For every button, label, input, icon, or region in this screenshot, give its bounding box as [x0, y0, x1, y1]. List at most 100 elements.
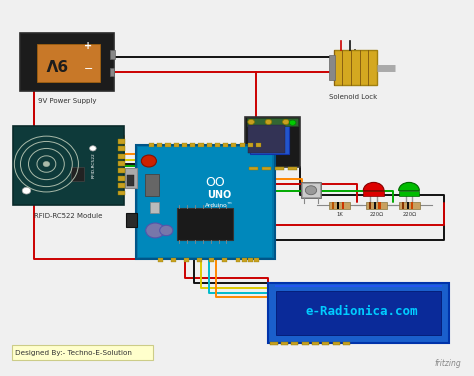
Circle shape [248, 119, 255, 124]
Bar [239, 143, 245, 147]
Bar [36, 44, 100, 82]
Bar [288, 167, 297, 170]
Bar [118, 139, 125, 144]
Text: +: + [84, 41, 92, 51]
Bar [149, 143, 154, 147]
Bar [118, 154, 125, 159]
Bar [171, 258, 176, 262]
Bar [332, 202, 335, 209]
Bar [236, 258, 240, 262]
Bar [275, 167, 284, 170]
Bar [378, 202, 381, 209]
Circle shape [43, 161, 50, 167]
Bar [329, 55, 335, 80]
Bar [138, 147, 273, 257]
Text: −: − [83, 64, 93, 74]
Text: 220Ω: 220Ω [369, 212, 383, 217]
Bar [276, 291, 440, 335]
Bar [342, 202, 344, 209]
Bar [12, 345, 153, 361]
Bar [271, 342, 277, 345]
Bar [118, 183, 125, 188]
Bar [71, 167, 84, 181]
Bar [158, 258, 164, 262]
Bar [322, 342, 329, 345]
Circle shape [160, 225, 173, 236]
Bar [190, 143, 195, 147]
Bar [369, 202, 371, 209]
Circle shape [283, 119, 289, 124]
Bar [334, 50, 377, 85]
Bar [146, 174, 159, 196]
Bar [20, 33, 115, 91]
Bar [248, 143, 253, 147]
Bar [177, 208, 233, 240]
Text: 220Ω: 220Ω [402, 212, 417, 217]
Bar [363, 191, 384, 196]
Text: RFID-RC522: RFID-RC522 [92, 153, 96, 179]
Bar [329, 202, 350, 209]
Bar [222, 258, 227, 262]
Text: 9V Power Supply: 9V Power Supply [38, 99, 97, 105]
Text: Designed By:- Techno-E-Solution: Designed By:- Techno-E-Solution [15, 350, 131, 356]
Bar [118, 168, 125, 173]
Bar [198, 143, 203, 147]
Bar [249, 167, 258, 170]
Bar [247, 118, 298, 126]
Bar [110, 68, 115, 76]
Bar [248, 258, 253, 262]
Bar [301, 342, 309, 345]
Bar [275, 285, 442, 287]
Bar [242, 258, 246, 262]
Bar [118, 146, 125, 151]
Circle shape [90, 146, 96, 151]
Bar [366, 202, 387, 209]
Bar [312, 342, 319, 345]
Circle shape [141, 155, 156, 167]
Bar [411, 202, 413, 209]
Bar [281, 342, 288, 345]
Bar [246, 117, 300, 167]
Bar [343, 342, 350, 345]
Bar [223, 143, 228, 147]
Bar [182, 143, 187, 147]
Bar [210, 258, 214, 262]
Bar [173, 143, 179, 147]
Bar [110, 50, 116, 59]
Text: 9V: 9V [45, 55, 67, 70]
Bar [125, 168, 137, 188]
Bar [231, 143, 237, 147]
Bar [262, 167, 271, 170]
Text: Arduino™: Arduino™ [205, 203, 233, 208]
Bar [248, 125, 285, 153]
Bar [157, 143, 162, 147]
Bar [399, 191, 419, 196]
Text: RFID-RC522 Module: RFID-RC522 Module [34, 213, 103, 219]
Text: OO: OO [205, 176, 225, 189]
Bar [165, 143, 171, 147]
Circle shape [305, 186, 317, 195]
Bar [337, 202, 339, 209]
Bar [150, 202, 159, 213]
Bar [254, 258, 259, 262]
Text: e-Radionica.com: e-Radionica.com [306, 305, 418, 318]
Bar [291, 342, 298, 345]
Bar [127, 175, 134, 186]
Bar [402, 202, 404, 209]
Text: UNO: UNO [207, 190, 231, 200]
Text: 1K: 1K [337, 212, 343, 217]
Circle shape [289, 120, 296, 125]
Bar [118, 176, 125, 181]
Circle shape [146, 223, 164, 238]
Bar [215, 143, 220, 147]
Bar [399, 202, 420, 209]
Bar [197, 258, 202, 262]
Bar [407, 202, 409, 209]
Bar [268, 283, 449, 343]
Bar [13, 126, 124, 205]
Bar [302, 183, 320, 197]
Bar [118, 191, 125, 196]
Bar [333, 342, 340, 345]
Bar [256, 143, 261, 147]
Circle shape [22, 187, 31, 194]
